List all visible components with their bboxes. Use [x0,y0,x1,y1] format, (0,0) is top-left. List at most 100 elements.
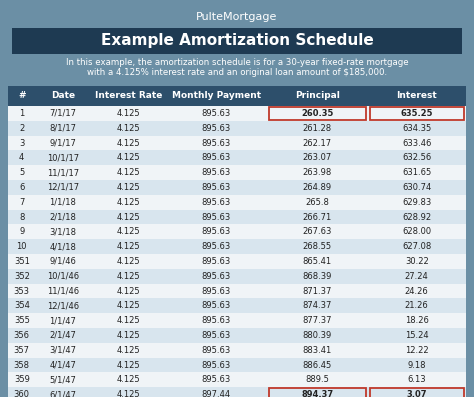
Text: 635.25: 635.25 [401,109,433,118]
Text: 4/1/18: 4/1/18 [49,242,76,251]
Text: 1: 1 [19,109,24,118]
Text: 7: 7 [19,198,25,207]
Text: 4.125: 4.125 [117,109,140,118]
Text: 895.63: 895.63 [202,212,231,222]
Text: 352: 352 [14,272,30,281]
Text: 6/1/47: 6/1/47 [49,390,76,397]
Text: 267.63: 267.63 [302,227,332,236]
Text: 2/1/47: 2/1/47 [49,331,76,340]
Text: 360: 360 [14,390,30,397]
Text: 355: 355 [14,316,30,325]
Text: In this example, the amortization schedule is for a 30-year fixed-rate mortgage: In this example, the amortization schedu… [66,58,408,67]
Text: 268.55: 268.55 [302,242,332,251]
Text: 4.125: 4.125 [117,316,140,325]
Text: 895.63: 895.63 [202,183,231,192]
Text: 356: 356 [14,331,30,340]
Text: 4/1/47: 4/1/47 [49,360,76,370]
Text: 1/1/18: 1/1/18 [49,198,76,207]
Text: 6: 6 [19,183,25,192]
Text: 895.63: 895.63 [202,168,231,177]
Text: 263.07: 263.07 [302,153,332,162]
Text: 351: 351 [14,257,30,266]
Text: 874.37: 874.37 [302,301,332,310]
Text: 627.08: 627.08 [402,242,431,251]
FancyBboxPatch shape [8,269,466,283]
Text: 4.125: 4.125 [117,212,140,222]
Text: 3.07: 3.07 [407,390,427,397]
Text: 9.18: 9.18 [408,360,426,370]
Text: 897.44: 897.44 [202,390,231,397]
Text: Monthly Payment: Monthly Payment [172,91,261,100]
Text: 4.125: 4.125 [117,331,140,340]
Text: 895.63: 895.63 [202,316,231,325]
Text: 895.63: 895.63 [202,257,231,266]
FancyBboxPatch shape [8,343,466,358]
Text: 894.37: 894.37 [301,390,333,397]
Text: 357: 357 [14,346,30,355]
Text: 18.26: 18.26 [405,316,428,325]
Text: 4.125: 4.125 [117,375,140,384]
Text: 266.71: 266.71 [302,212,332,222]
Text: 895.63: 895.63 [202,198,231,207]
Text: Example Amortization Schedule: Example Amortization Schedule [100,33,374,48]
Text: 4.125: 4.125 [117,287,140,295]
Text: 21.26: 21.26 [405,301,428,310]
Text: 354: 354 [14,301,30,310]
FancyBboxPatch shape [8,136,466,150]
Text: 628.92: 628.92 [402,212,431,222]
Text: 4.125: 4.125 [117,168,140,177]
Text: 630.74: 630.74 [402,183,431,192]
Text: 9/1/17: 9/1/17 [49,139,76,148]
FancyBboxPatch shape [8,165,466,180]
Text: 264.89: 264.89 [302,183,332,192]
FancyBboxPatch shape [8,106,466,121]
Text: 10/1/46: 10/1/46 [47,272,79,281]
Text: 895.63: 895.63 [202,109,231,118]
Text: 12/1/17: 12/1/17 [47,183,79,192]
Text: 10/1/17: 10/1/17 [47,153,79,162]
Text: #: # [18,91,26,100]
Text: 11/1/46: 11/1/46 [47,287,79,295]
Text: 9/1/46: 9/1/46 [49,257,76,266]
FancyBboxPatch shape [8,299,466,313]
Text: 4.125: 4.125 [117,183,140,192]
Text: 4.125: 4.125 [117,257,140,266]
Text: 3/1/47: 3/1/47 [49,346,76,355]
Text: 4.125: 4.125 [117,153,140,162]
Text: 4.125: 4.125 [117,124,140,133]
Text: 632.56: 632.56 [402,153,431,162]
Text: 6.13: 6.13 [408,375,426,384]
Text: 358: 358 [14,360,30,370]
FancyBboxPatch shape [8,328,466,343]
FancyBboxPatch shape [8,150,466,165]
Text: 895.63: 895.63 [202,124,231,133]
Text: 15.24: 15.24 [405,331,428,340]
Text: 24.26: 24.26 [405,287,428,295]
FancyBboxPatch shape [8,283,466,299]
FancyBboxPatch shape [8,239,466,254]
Text: Interest Rate: Interest Rate [94,91,162,100]
Text: 871.37: 871.37 [302,287,332,295]
Text: 261.28: 261.28 [302,124,332,133]
Text: 895.63: 895.63 [202,375,231,384]
Text: PulteMortgage: PulteMortgage [196,12,278,22]
FancyBboxPatch shape [8,210,466,224]
Text: 5: 5 [19,168,24,177]
Text: 4.125: 4.125 [117,139,140,148]
Text: 353: 353 [14,287,30,295]
Text: 359: 359 [14,375,30,384]
Text: 895.63: 895.63 [202,139,231,148]
FancyBboxPatch shape [8,254,466,269]
Text: 3: 3 [19,139,25,148]
Text: 260.35: 260.35 [301,109,333,118]
Text: 4.125: 4.125 [117,242,140,251]
Text: 12.22: 12.22 [405,346,428,355]
Text: 2: 2 [19,124,24,133]
Text: 865.41: 865.41 [302,257,332,266]
Text: with a 4.125% interest rate and an original loan amount of $185,000.: with a 4.125% interest rate and an origi… [87,68,387,77]
Text: 27.24: 27.24 [405,272,428,281]
Text: 4.125: 4.125 [117,346,140,355]
FancyBboxPatch shape [8,313,466,328]
Text: 4.125: 4.125 [117,360,140,370]
Text: Interest: Interest [396,91,437,100]
